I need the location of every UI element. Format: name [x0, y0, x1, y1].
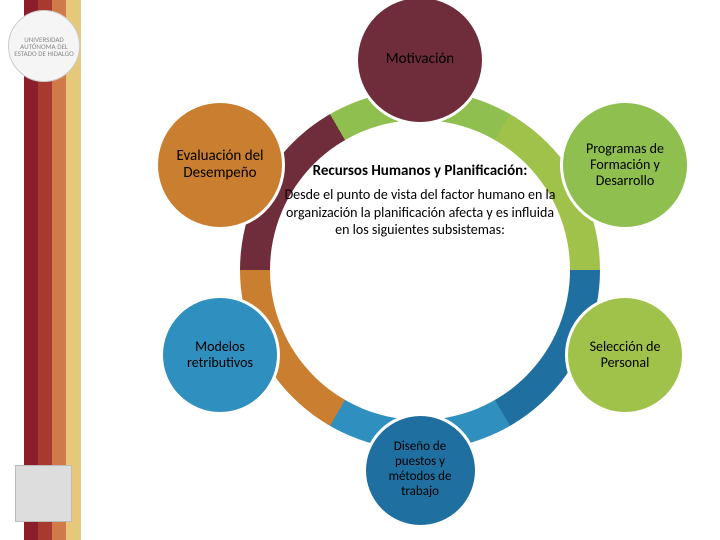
node-label-programas: Programas de Formación y Desarrollo: [571, 141, 679, 189]
node-evaluacion: Evaluación del Desempeño: [155, 100, 285, 230]
node-motivacion: Motivación: [355, 0, 485, 125]
node-label-diseno: Diseño de puestos y métodos de trabajo: [374, 440, 467, 500]
node-modelos: Modelos retributivos: [160, 295, 280, 415]
node-seleccion: Selección de Personal: [565, 295, 685, 415]
node-label-motivacion: Motivación: [386, 51, 454, 68]
center-text-block: Recursos Humanos y Planificación: Desde …: [280, 162, 560, 239]
node-label-modelos: Modelos retributivos: [171, 339, 269, 371]
node-label-seleccion: Selección de Personal: [576, 339, 674, 371]
sidebar-strip: UNIVERSIDAD AUTÓNOMA DEL ESTADO DE HIDAL…: [0, 0, 90, 540]
stripe-3: [52, 0, 67, 540]
node-label-evaluacion: Evaluación del Desempeño: [166, 148, 274, 183]
center-title: Recursos Humanos y Planificación:: [280, 162, 560, 180]
seal-label: UNIVERSIDAD AUTÓNOMA DEL ESTADO DE HIDAL…: [9, 36, 79, 57]
node-programas: Programas de Formación y Desarrollo: [560, 100, 690, 230]
stripe-4: [66, 0, 81, 540]
university-seal-bottom: [15, 465, 72, 522]
center-body: Desde el punto de vista del factor human…: [280, 186, 560, 239]
university-seal-top: UNIVERSIDAD AUTÓNOMA DEL ESTADO DE HIDAL…: [8, 10, 80, 82]
radial-diagram: Recursos Humanos y Planificación: Desde …: [95, 0, 720, 540]
node-diseno: Diseño de puestos y métodos de trabajo: [363, 413, 478, 528]
